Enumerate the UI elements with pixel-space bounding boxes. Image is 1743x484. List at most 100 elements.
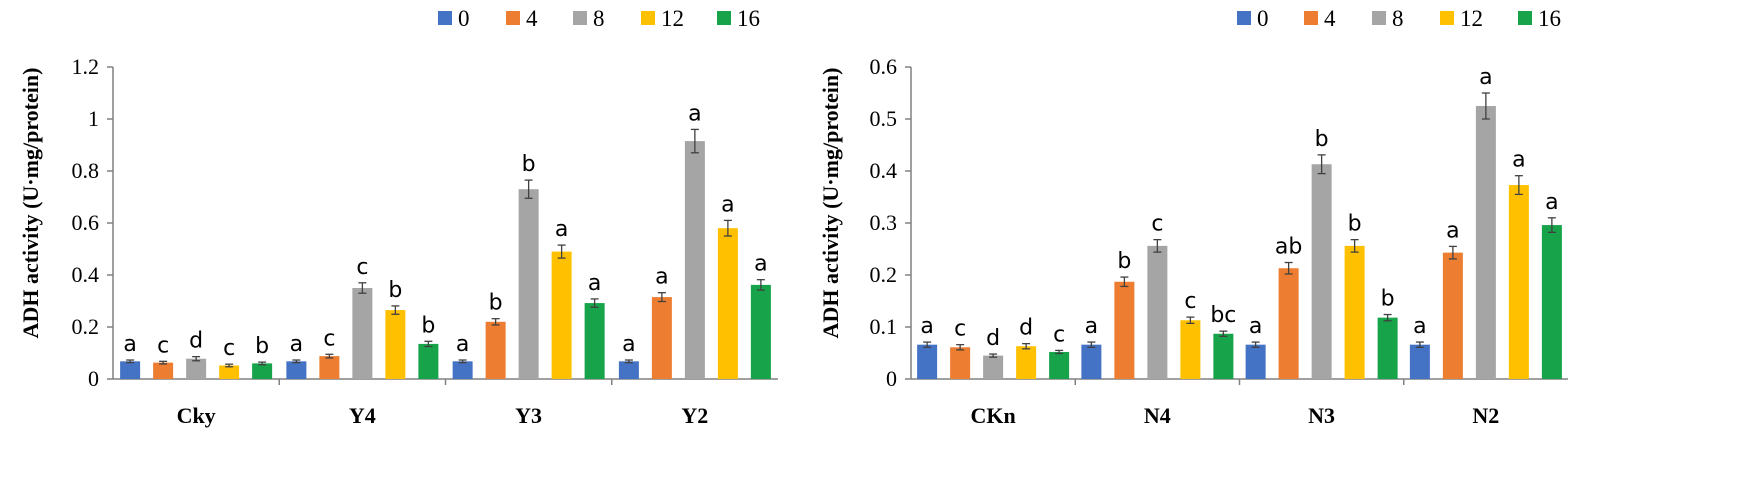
y-tick-label: 1.2: [72, 54, 100, 79]
significance-letter: a: [622, 332, 635, 357]
legend-swatch: [1518, 11, 1532, 25]
bar: [219, 365, 240, 379]
significance-letter: b: [1381, 287, 1395, 312]
significance-letter: bc: [1210, 303, 1236, 328]
significance-letter: a: [290, 332, 303, 357]
legend-label: 8: [593, 6, 605, 31]
significance-letter: c: [356, 255, 368, 280]
significance-letter: c: [1184, 289, 1196, 314]
significance-letter: a: [588, 271, 601, 296]
significance-letter: c: [954, 317, 966, 342]
y-tick-label: 0.5: [870, 106, 898, 131]
bar: [1508, 185, 1529, 379]
significance-letter: d: [189, 329, 203, 354]
bar: [584, 303, 605, 379]
significance-letter: c: [223, 336, 235, 361]
significance-letter: b: [489, 291, 503, 316]
significance-letter: a: [1512, 148, 1525, 173]
legend-label: 0: [458, 6, 470, 31]
x-category-label: N3: [1308, 403, 1335, 428]
bar: [717, 228, 738, 379]
significance-letter: b: [522, 152, 536, 177]
bar: [1147, 245, 1168, 379]
significance-letter: a: [754, 252, 767, 277]
significance-letter: b: [388, 278, 402, 303]
significance-letter: a: [1085, 314, 1098, 339]
x-category-label: N4: [1144, 403, 1171, 428]
y-tick-label: 0.8: [72, 158, 100, 183]
bar: [1213, 333, 1234, 379]
legend-swatch: [438, 11, 452, 25]
bar: [385, 310, 406, 379]
bar: [1344, 245, 1365, 379]
significance-letter: d: [1019, 316, 1033, 341]
x-category-label: N2: [1472, 403, 1499, 428]
y-axis-label: ADH activity (U·mg/protein): [18, 68, 43, 339]
legend-swatch: [1440, 11, 1454, 25]
significance-letter: a: [456, 332, 469, 357]
y-tick-label: 0.1: [870, 314, 898, 339]
bar: [153, 362, 174, 379]
significance-letter: b: [1348, 212, 1362, 237]
legend-label: 8: [1392, 6, 1404, 31]
bar: [1114, 281, 1135, 379]
y-tick-label: 0: [886, 366, 897, 391]
legend-label: 16: [737, 6, 760, 31]
bar: [551, 251, 572, 379]
legend-label: 12: [661, 6, 684, 31]
bar: [750, 284, 771, 379]
chart-left: 0 0.2 0.4 0.6 0.8 1 1.2 ADH activity (U·mg/prot…: [18, 6, 778, 428]
bar: [1180, 320, 1201, 379]
x-category-label: Y2: [681, 403, 708, 428]
bar: [1278, 268, 1299, 379]
bar: [1311, 164, 1332, 379]
bar: [1081, 344, 1102, 379]
legend-label: 4: [526, 6, 538, 31]
bar: [518, 189, 539, 379]
legend-swatch: [641, 11, 655, 25]
x-category-label: CKn: [971, 403, 1016, 428]
bar: [252, 363, 273, 379]
significance-letter: a: [1545, 190, 1558, 215]
bar: [120, 361, 141, 379]
x-category-label: Y4: [349, 403, 376, 428]
significance-letter: a: [1446, 218, 1459, 243]
y-tick-label: 1: [88, 106, 99, 131]
legend-swatch: [1372, 11, 1386, 25]
significance-letter: a: [688, 101, 701, 126]
significance-letter: b: [421, 313, 435, 338]
bar: [1475, 106, 1496, 379]
y-tick-label: 0.4: [870, 158, 898, 183]
bar: [418, 343, 439, 379]
y-tick-label: 0: [88, 366, 99, 391]
legend-swatch: [717, 11, 731, 25]
chart-right: 0 0.1 0.2 0.3 0.4 0.5 0.6 ADH activity (U·mg/pr…: [818, 6, 1568, 428]
legend-swatch: [1237, 11, 1251, 25]
y-tick-label: 0.2: [72, 314, 100, 339]
significance-letter: b: [1315, 127, 1329, 152]
significance-letter: c: [1053, 322, 1065, 347]
legend-label: 12: [1460, 6, 1483, 31]
significance-letter: a: [555, 217, 568, 242]
significance-letter: a: [721, 192, 734, 217]
legend-label: 16: [1538, 6, 1561, 31]
bar: [485, 321, 506, 379]
significance-letter: a: [123, 332, 136, 357]
bar: [1377, 317, 1398, 379]
bar: [186, 358, 207, 379]
significance-letter: a: [655, 265, 668, 290]
bar: [1541, 225, 1562, 379]
bar: [618, 361, 639, 379]
legend-swatch: [573, 11, 587, 25]
bar: [452, 361, 473, 379]
legend-label: 0: [1257, 6, 1269, 31]
y-tick-label: 0.6: [870, 54, 898, 79]
significance-letter: d: [986, 326, 1000, 351]
y-tick-label: 0.2: [870, 262, 898, 287]
significance-letter: c: [1151, 212, 1163, 237]
significance-letter: b: [255, 334, 269, 359]
bar: [950, 347, 971, 379]
x-category-label: Y3: [515, 403, 542, 428]
y-tick-label: 0.3: [870, 210, 898, 235]
significance-letter: a: [920, 314, 933, 339]
